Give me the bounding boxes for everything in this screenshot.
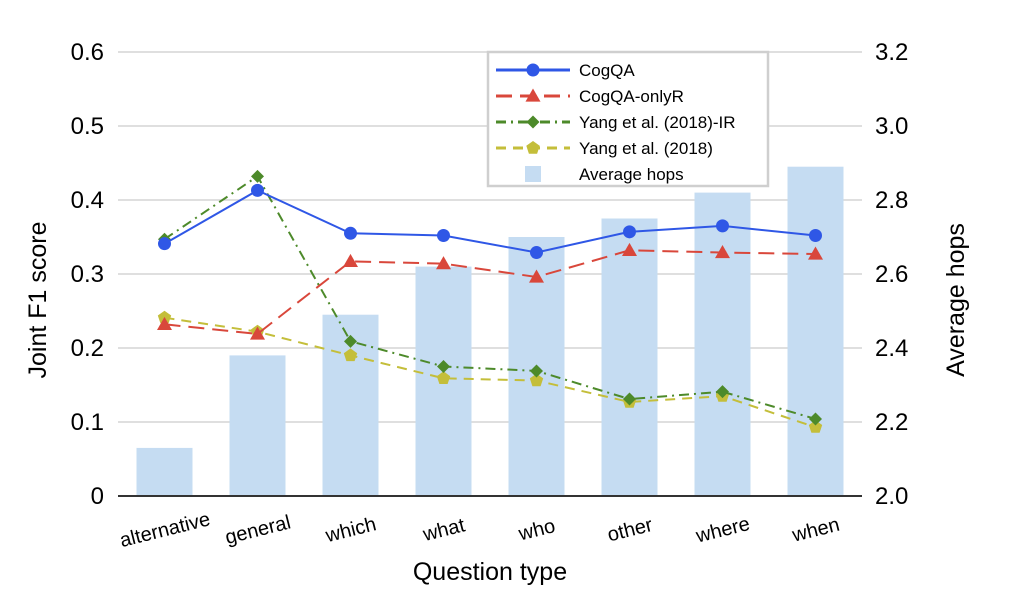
series-cogqa — [158, 183, 822, 260]
x-tick-label: where — [693, 513, 752, 548]
data-point — [809, 229, 822, 243]
data-point — [250, 326, 265, 340]
right-tick-label: 2.2 — [875, 409, 908, 436]
left-tick-label: 0.3 — [71, 261, 104, 288]
data-point — [622, 242, 637, 256]
right-tick-label: 3.0 — [875, 113, 908, 140]
left-tick-label: 0.1 — [71, 409, 104, 436]
data-point — [716, 385, 729, 399]
series-line — [164, 249, 816, 335]
data-point — [343, 253, 358, 268]
bar — [136, 447, 193, 496]
data-point — [623, 225, 636, 239]
series-line — [164, 316, 816, 429]
right-axis-label: Average hops — [942, 223, 970, 377]
x-tick-label: when — [789, 514, 842, 547]
data-point — [343, 348, 358, 362]
left-tick-label: 0 — [91, 483, 104, 510]
x-tick-label: alternative — [118, 508, 213, 552]
data-point — [251, 169, 264, 183]
bar — [229, 355, 286, 496]
left-tick-label: 0.4 — [71, 187, 104, 214]
x-tick-label: general — [223, 511, 293, 548]
data-point — [436, 371, 451, 384]
data-point — [715, 245, 730, 259]
legend-swatch — [525, 166, 541, 182]
right-tick-label: 2.8 — [875, 187, 908, 214]
data-point — [808, 420, 823, 433]
legend-marker — [525, 88, 541, 102]
data-point — [716, 219, 729, 233]
right-tick-label: 2.0 — [875, 483, 908, 510]
data-point — [344, 226, 357, 240]
bar — [787, 166, 844, 496]
x-tick-label: which — [323, 513, 379, 547]
legend-label: CogQA-onlyR — [579, 87, 684, 106]
data-point — [530, 246, 543, 260]
legend-label: Average hops — [579, 165, 684, 184]
bar — [694, 192, 751, 496]
left-tick-label: 0.6 — [71, 39, 104, 66]
x-tick-label: who — [516, 515, 558, 545]
bar — [601, 218, 658, 496]
legend-marker — [526, 141, 540, 154]
series-yang-et-al-2018 — [157, 310, 823, 433]
data-point — [344, 334, 357, 348]
data-point — [251, 183, 264, 197]
data-point — [437, 229, 450, 243]
series-cogqa-onlyr — [157, 242, 823, 340]
x-axis-label: Question type — [413, 558, 567, 586]
series-line — [164, 189, 816, 254]
data-point — [529, 269, 544, 283]
legend: CogQA CogQA-onlyR Yang et al. (2018)-IR Yan… — [486, 50, 770, 188]
data-point — [157, 316, 172, 330]
data-point — [529, 373, 544, 387]
legend-marker — [526, 115, 540, 129]
legend-label: Yang et al. (2018) — [579, 139, 713, 158]
legend-label: CogQA — [579, 61, 635, 80]
right-tick-label: 3.2 — [875, 39, 908, 66]
data-point — [437, 360, 450, 373]
right-tick-label: 2.6 — [875, 261, 908, 288]
left-tick-label: 0.5 — [71, 113, 104, 140]
data-point — [808, 246, 823, 260]
data-point — [809, 412, 822, 426]
left-axis-label: Joint F1 score — [24, 221, 52, 378]
average-hops-bars — [136, 166, 844, 496]
right-tick-label: 2.4 — [875, 335, 908, 362]
data-point — [530, 364, 543, 378]
legend-marker — [526, 63, 540, 77]
legend-label: Yang et al. (2018)-IR — [579, 113, 736, 132]
data-point — [623, 392, 636, 406]
series-line — [163, 174, 816, 420]
x-tick-label: other — [605, 514, 655, 546]
x-tick-label: what — [420, 514, 468, 546]
data-point — [158, 237, 171, 251]
left-tick-label: 0.2 — [71, 335, 104, 362]
data-point — [436, 256, 451, 270]
